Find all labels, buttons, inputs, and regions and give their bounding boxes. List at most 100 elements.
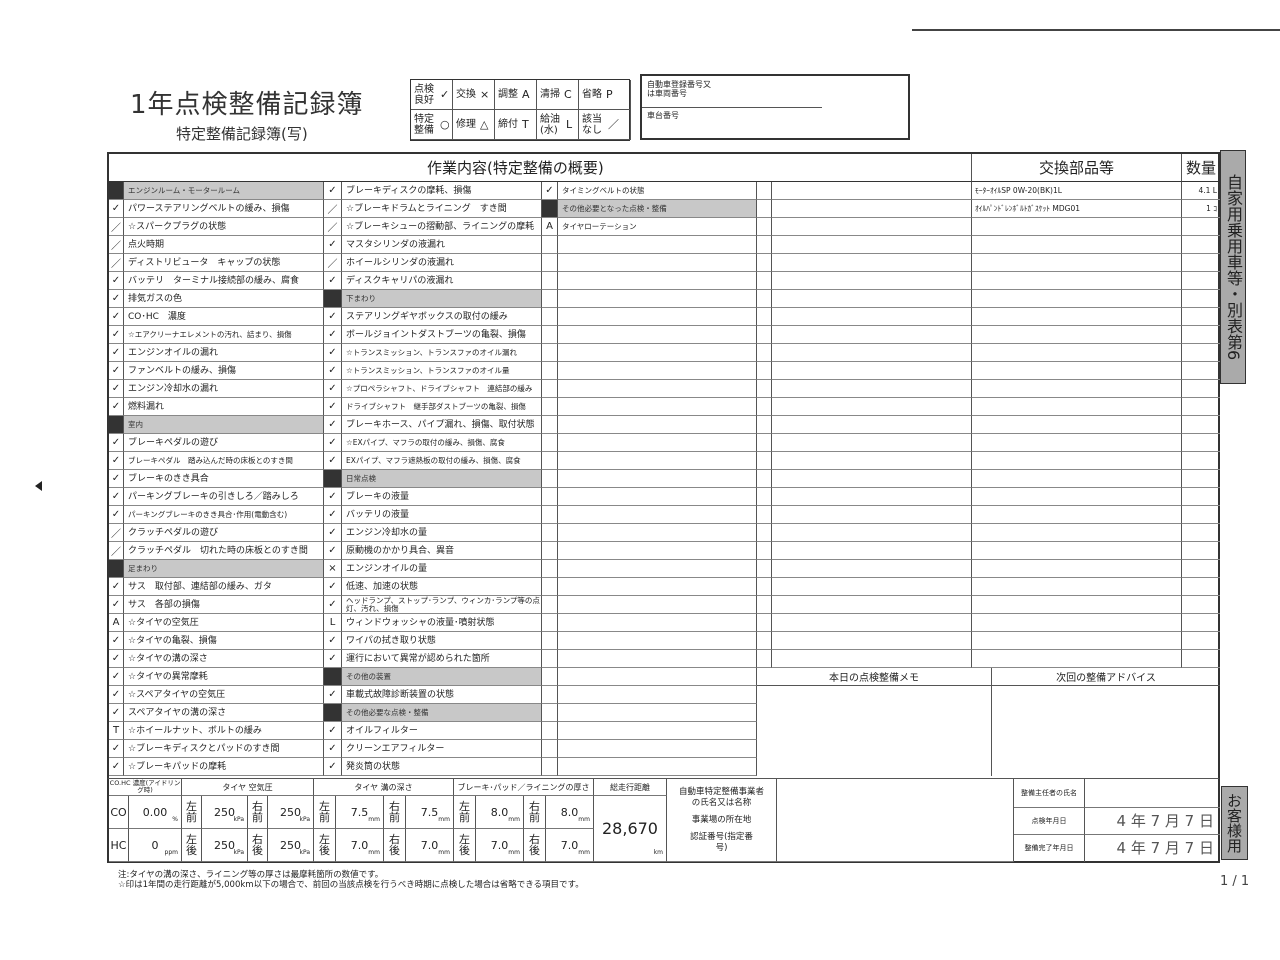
check-mark[interactable]: ✓: [324, 596, 342, 614]
check-mark[interactable]: [757, 308, 772, 326]
check-mark[interactable]: ✓: [109, 596, 124, 614]
check-mark[interactable]: [757, 524, 772, 542]
check-mark[interactable]: ✓: [109, 740, 124, 758]
check-mark[interactable]: [757, 434, 772, 452]
check-mark[interactable]: ✓: [109, 506, 124, 524]
check-mark[interactable]: ✓: [324, 542, 342, 560]
check-mark[interactable]: ✓: [109, 470, 124, 488]
check-mark[interactable]: ✓: [109, 488, 124, 506]
check-mark[interactable]: [542, 614, 558, 632]
check-mark[interactable]: [542, 326, 558, 344]
check-mark[interactable]: ✓: [324, 632, 342, 650]
check-mark[interactable]: ✓: [324, 650, 342, 668]
check-mark[interactable]: [542, 542, 558, 560]
check-mark[interactable]: ✓: [109, 290, 124, 308]
check-mark[interactable]: ✓: [324, 452, 342, 470]
check-mark[interactable]: [757, 200, 772, 218]
check-mark[interactable]: ✓: [324, 686, 342, 704]
check-mark[interactable]: ✓: [109, 200, 124, 218]
check-mark[interactable]: [542, 452, 558, 470]
check-mark[interactable]: ✓: [109, 380, 124, 398]
check-mark[interactable]: [757, 416, 772, 434]
check-mark[interactable]: [542, 380, 558, 398]
check-mark[interactable]: [757, 326, 772, 344]
check-mark[interactable]: [542, 560, 558, 578]
check-mark[interactable]: ✓: [324, 308, 342, 326]
check-mark[interactable]: [542, 416, 558, 434]
check-mark[interactable]: ✓: [109, 650, 124, 668]
check-mark[interactable]: [757, 182, 772, 200]
check-mark[interactable]: ✓: [324, 362, 342, 380]
check-mark[interactable]: ✓: [324, 488, 342, 506]
check-mark[interactable]: L: [324, 614, 342, 632]
check-mark[interactable]: ✓: [324, 398, 342, 416]
check-mark[interactable]: [757, 452, 772, 470]
check-mark[interactable]: ／: [109, 524, 124, 542]
check-mark[interactable]: [757, 290, 772, 308]
check-mark[interactable]: [757, 560, 772, 578]
check-mark[interactable]: ／: [324, 200, 342, 218]
check-mark[interactable]: T: [109, 722, 124, 740]
check-mark[interactable]: [542, 578, 558, 596]
check-mark[interactable]: ✓: [109, 308, 124, 326]
check-mark[interactable]: ✓: [324, 722, 342, 740]
check-mark[interactable]: [542, 272, 558, 290]
check-mark[interactable]: [542, 434, 558, 452]
check-mark[interactable]: ✓: [324, 506, 342, 524]
check-mark[interactable]: [542, 344, 558, 362]
check-mark[interactable]: ／: [109, 542, 124, 560]
check-mark[interactable]: ✓: [324, 740, 342, 758]
check-mark[interactable]: [542, 650, 558, 668]
memo-area[interactable]: [757, 686, 992, 776]
check-mark[interactable]: [542, 470, 558, 488]
check-mark[interactable]: [757, 362, 772, 380]
check-mark[interactable]: [757, 254, 772, 272]
check-mark[interactable]: [757, 236, 772, 254]
check-mark[interactable]: A: [109, 614, 124, 632]
check-mark[interactable]: [542, 758, 558, 776]
check-mark[interactable]: [542, 506, 558, 524]
check-mark[interactable]: [757, 614, 772, 632]
check-mark[interactable]: [542, 398, 558, 416]
check-mark[interactable]: ✓: [324, 380, 342, 398]
check-mark[interactable]: ✓: [109, 686, 124, 704]
check-mark[interactable]: ✓: [324, 182, 342, 200]
check-mark[interactable]: [757, 650, 772, 668]
check-mark[interactable]: [542, 596, 558, 614]
check-mark[interactable]: ✓: [109, 344, 124, 362]
check-mark[interactable]: [542, 632, 558, 650]
check-mark[interactable]: ✓: [324, 272, 342, 290]
check-mark[interactable]: [542, 236, 558, 254]
check-mark[interactable]: ／: [324, 218, 342, 236]
check-mark[interactable]: ✓: [109, 668, 124, 686]
check-mark[interactable]: ／: [324, 254, 342, 272]
check-mark[interactable]: ✓: [109, 632, 124, 650]
check-mark[interactable]: [757, 632, 772, 650]
check-mark[interactable]: [542, 668, 558, 686]
check-mark[interactable]: [757, 470, 772, 488]
check-mark[interactable]: [542, 290, 558, 308]
check-mark[interactable]: ／: [109, 218, 124, 236]
check-mark[interactable]: ✓: [109, 758, 124, 776]
check-mark[interactable]: ×: [324, 560, 342, 578]
check-mark[interactable]: ／: [109, 254, 124, 272]
check-mark[interactable]: [757, 380, 772, 398]
check-mark[interactable]: ✓: [109, 704, 124, 722]
check-mark[interactable]: [757, 506, 772, 524]
check-mark[interactable]: ✓: [324, 758, 342, 776]
check-mark[interactable]: [757, 398, 772, 416]
check-mark[interactable]: ✓: [324, 434, 342, 452]
check-mark[interactable]: ✓: [542, 182, 558, 200]
check-mark[interactable]: ✓: [109, 398, 124, 416]
check-mark[interactable]: [542, 524, 558, 542]
check-mark[interactable]: ／: [109, 236, 124, 254]
check-mark[interactable]: [542, 740, 558, 758]
check-mark[interactable]: [757, 578, 772, 596]
check-mark[interactable]: ✓: [324, 326, 342, 344]
check-mark[interactable]: [542, 488, 558, 506]
check-mark[interactable]: [757, 272, 772, 290]
check-mark[interactable]: [542, 362, 558, 380]
check-mark[interactable]: ✓: [324, 236, 342, 254]
check-mark[interactable]: ✓: [109, 578, 124, 596]
check-mark[interactable]: [757, 344, 772, 362]
